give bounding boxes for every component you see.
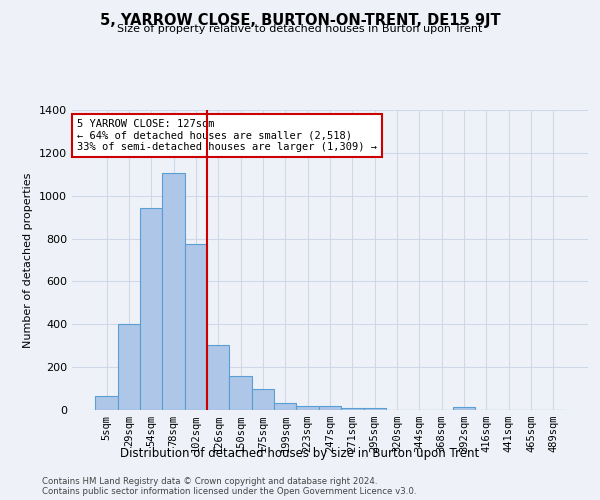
Bar bbox=[274, 402, 296, 410]
Text: Size of property relative to detached houses in Burton upon Trent: Size of property relative to detached ho… bbox=[118, 24, 482, 34]
Bar bbox=[319, 406, 341, 410]
Bar bbox=[364, 408, 386, 410]
Text: Distribution of detached houses by size in Burton upon Trent: Distribution of detached houses by size … bbox=[121, 448, 479, 460]
Bar bbox=[118, 324, 140, 410]
Bar bbox=[252, 389, 274, 410]
Bar bbox=[140, 208, 163, 410]
Bar bbox=[229, 376, 252, 410]
Bar bbox=[341, 408, 364, 410]
Y-axis label: Number of detached properties: Number of detached properties bbox=[23, 172, 34, 348]
Text: 5, YARROW CLOSE, BURTON-ON-TRENT, DE15 9JT: 5, YARROW CLOSE, BURTON-ON-TRENT, DE15 9… bbox=[100, 12, 500, 28]
Text: Contains HM Land Registry data © Crown copyright and database right 2024.: Contains HM Land Registry data © Crown c… bbox=[42, 478, 377, 486]
Bar bbox=[453, 407, 475, 410]
Bar bbox=[185, 244, 207, 410]
Bar bbox=[296, 406, 319, 410]
Text: 5 YARROW CLOSE: 127sqm
← 64% of detached houses are smaller (2,518)
33% of semi-: 5 YARROW CLOSE: 127sqm ← 64% of detached… bbox=[77, 119, 377, 152]
Text: Contains public sector information licensed under the Open Government Licence v3: Contains public sector information licen… bbox=[42, 488, 416, 496]
Bar bbox=[163, 173, 185, 410]
Bar bbox=[95, 396, 118, 410]
Bar bbox=[207, 344, 229, 410]
